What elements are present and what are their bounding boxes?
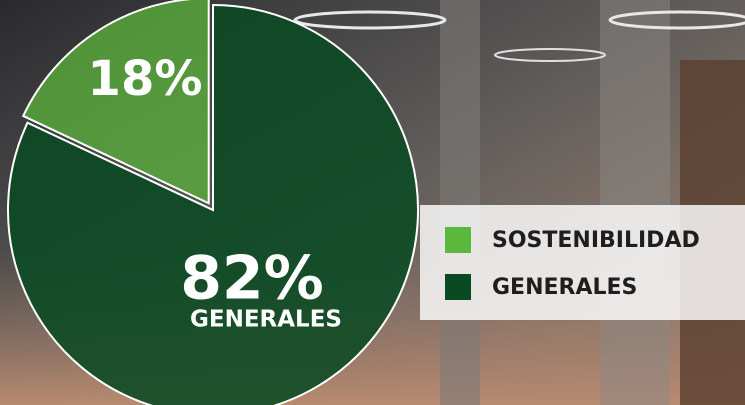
legend-swatch (445, 227, 471, 253)
slice-category-label: GENERALES (190, 307, 342, 333)
legend-swatch (445, 274, 471, 300)
legend-label: SOSTENIBILIDAD (492, 228, 700, 253)
slice-label: 82% (180, 244, 324, 314)
legend-box (420, 205, 745, 320)
legend-label: GENERALES (492, 275, 637, 300)
pie (7, 0, 419, 405)
slice-label: 18% (88, 51, 203, 107)
pie-slice (7, 3, 419, 405)
pie-slice (21, 0, 210, 205)
legend: SOSTENIBILIDAD GENERALES (445, 227, 700, 300)
